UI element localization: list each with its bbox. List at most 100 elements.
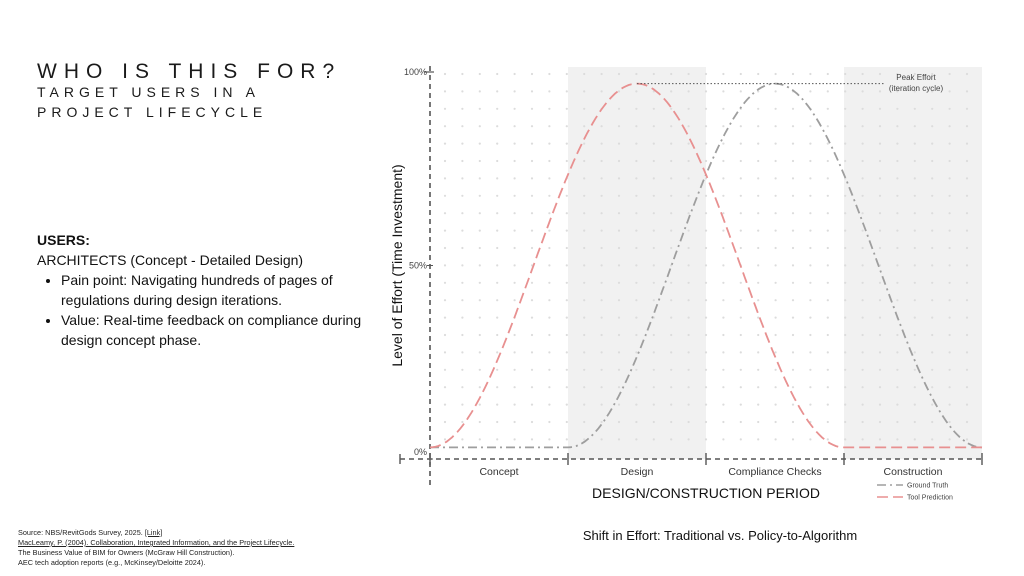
grid-dot: [791, 420, 795, 424]
grid-dot: [844, 420, 847, 424]
grid-dot: [461, 177, 464, 180]
grid-dot: [757, 142, 760, 145]
grid-dot: [530, 281, 534, 284]
grid-dot: [791, 438, 795, 441]
grid-dot: [478, 281, 481, 284]
grid-dot: [478, 351, 481, 354]
grid-dot: [617, 125, 621, 128]
grid-dot: [722, 142, 725, 145]
grid-dot: [565, 212, 568, 215]
grid-dot: [548, 72, 551, 76]
grid-dot: [496, 194, 499, 197]
grid-dot: [826, 351, 829, 354]
grid-dot: [844, 142, 847, 145]
source-link[interactable]: [Link]: [144, 528, 163, 537]
grid-dot: [948, 177, 951, 180]
grid-dot: [757, 194, 760, 197]
grid-dot: [617, 420, 621, 424]
grid-dot: [896, 107, 899, 110]
grid-dot: [652, 125, 655, 128]
grid-dot: [791, 159, 795, 163]
legend-label: Tool Prediction: [907, 495, 953, 502]
grid-dot: [913, 351, 916, 354]
grid-dot: [548, 125, 551, 128]
grid-dot: [652, 72, 655, 76]
grid-dot: [809, 125, 812, 128]
grid-dot: [565, 107, 568, 110]
grid-dot: [948, 90, 951, 93]
grid-dot: [600, 229, 603, 232]
grid-dot: [565, 420, 568, 424]
grid-dot: [704, 212, 708, 215]
grid-dot: [670, 177, 673, 180]
grid-dot: [670, 386, 673, 389]
users-role: ARCHITECTS (Concept - Detailed Design): [37, 252, 304, 268]
grid-dot: [687, 194, 690, 197]
users-heading: USERS:: [37, 232, 90, 248]
grid-dot: [878, 351, 882, 354]
grid-dot: [687, 333, 690, 337]
grid-dot: [861, 125, 864, 128]
grid-dot: [861, 72, 864, 76]
grid-dot: [722, 246, 725, 250]
grid-dot: [861, 438, 864, 441]
grid-dot: [478, 159, 481, 163]
grid-dot: [861, 420, 864, 424]
grid-dot: [600, 281, 603, 284]
grid-dot: [774, 299, 777, 302]
grid-dot: [704, 368, 708, 371]
grid-dot: [652, 159, 655, 163]
grid-dot: [948, 246, 951, 250]
grid-dot: [931, 107, 934, 110]
grid-dot: [722, 351, 725, 354]
grid-dot: [878, 281, 882, 284]
grid-dot: [704, 72, 708, 76]
grid-dot: [722, 159, 725, 163]
grid-dot: [739, 159, 742, 163]
grid-dot: [704, 420, 708, 424]
grid-dot: [896, 212, 899, 215]
grid-dot: [652, 299, 655, 302]
grid-dot: [687, 368, 690, 371]
grid-dot: [548, 420, 551, 424]
grid-dot: [496, 142, 499, 145]
grid-dot: [861, 212, 864, 215]
grid-dot: [844, 438, 847, 441]
grid-dot: [931, 125, 934, 128]
source-macleamy-link[interactable]: MacLeamy, P. (2004). Collaboration, Inte…: [18, 538, 295, 547]
grid-dot: [896, 246, 899, 250]
grid-dot: [861, 264, 864, 267]
grid-dot: [757, 246, 760, 250]
grid-dot: [583, 299, 586, 302]
grid-dot: [687, 159, 690, 163]
grid-dot: [878, 333, 882, 337]
grid-dot: [443, 107, 447, 110]
grid-dot: [844, 316, 847, 319]
grid-dot: [687, 403, 690, 406]
grid-dot: [965, 368, 969, 371]
grid-dot: [478, 90, 481, 93]
grid-dot: [861, 90, 864, 93]
grid-dot: [791, 403, 795, 406]
grid-dot: [896, 438, 899, 441]
grid-dot: [670, 299, 673, 302]
grid-dot: [583, 264, 586, 267]
grid-dot: [687, 299, 690, 302]
grid-dot: [670, 333, 673, 337]
grid-dot: [652, 420, 655, 424]
grid-dot: [635, 316, 638, 319]
grid-dot: [670, 107, 673, 110]
grid-dot: [617, 368, 621, 371]
grid-dot: [948, 264, 951, 267]
grid-dot: [583, 125, 586, 128]
grid-dot: [513, 386, 516, 389]
grid-dot: [461, 316, 464, 319]
grid-dot: [774, 316, 777, 319]
grid-dot: [704, 333, 708, 337]
grid-dot: [844, 246, 847, 250]
source-line-1: Source: NBS/RevitGods Survey, 2025. [Lin…: [18, 528, 378, 538]
grid-dot: [774, 386, 777, 389]
grid-dot: [617, 333, 621, 337]
grid-dot: [687, 351, 690, 354]
